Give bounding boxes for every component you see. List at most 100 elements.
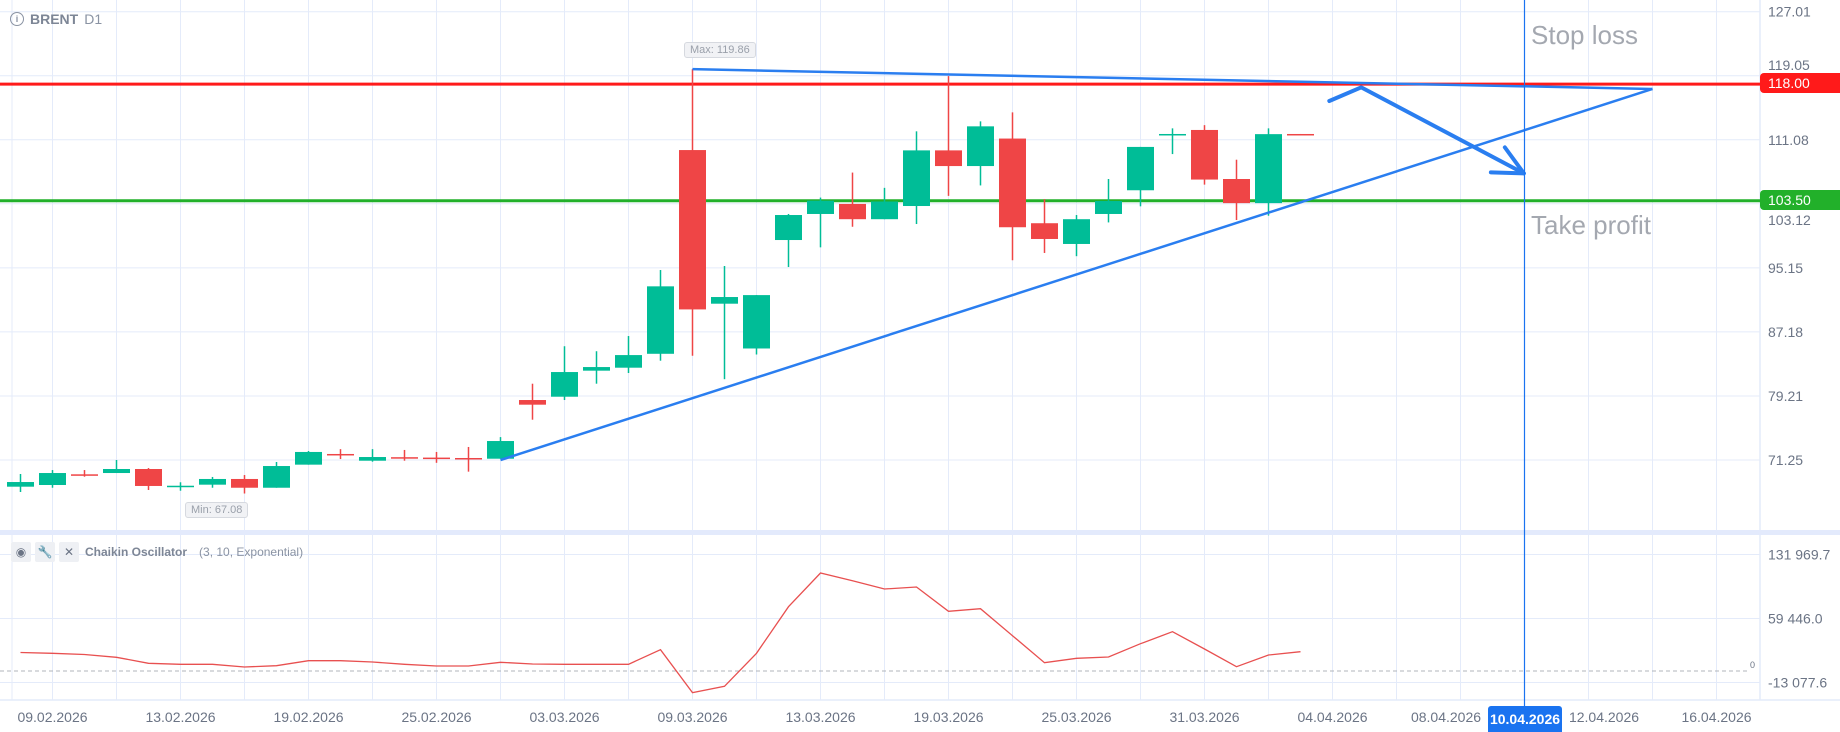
candle — [615, 336, 642, 374]
candle — [359, 449, 386, 462]
candle — [583, 351, 610, 384]
candle — [391, 449, 418, 461]
candle-body — [807, 200, 834, 214]
candle — [743, 295, 770, 355]
time-axis-tick: 08.04.2026 — [1411, 709, 1481, 725]
candle-body — [679, 150, 706, 310]
candle-body — [231, 478, 258, 488]
candle-body — [167, 485, 194, 488]
time-axis-tick: 09.02.2026 — [17, 709, 87, 725]
candle-body — [455, 457, 482, 460]
candle — [295, 450, 322, 465]
candle — [679, 69, 706, 356]
candle-body — [1159, 133, 1186, 136]
time-axis-tick: 19.02.2026 — [273, 709, 343, 725]
candle-body — [903, 150, 930, 207]
candle — [903, 131, 930, 225]
candle — [551, 346, 578, 401]
arrow-head-icon — [1488, 145, 1526, 176]
wrench-icon[interactable]: 🔧 — [35, 542, 55, 562]
max-label: Max: 119.86 — [684, 42, 756, 58]
candle — [487, 437, 514, 459]
candle-body — [423, 457, 450, 460]
candle-body — [359, 457, 386, 461]
time-axis-tick: 03.03.2026 — [529, 709, 599, 725]
candle-body — [519, 400, 546, 405]
pane-separator — [0, 530, 1840, 535]
candle — [7, 473, 34, 492]
candle-body — [967, 126, 994, 167]
oscillator-line — [20, 572, 1301, 694]
candle — [423, 451, 450, 463]
candle — [263, 462, 290, 488]
candle — [647, 270, 674, 361]
candle — [135, 468, 162, 490]
candle-body — [775, 215, 802, 241]
symbol-label: BRENT — [30, 11, 79, 27]
time-axis-tick: 16.04.2026 — [1681, 709, 1751, 725]
candle-body — [39, 473, 66, 486]
lower-trendline — [500, 87, 1653, 462]
candle-body — [1191, 129, 1218, 180]
candle — [1191, 125, 1218, 185]
candle — [1063, 215, 1090, 257]
time-axis-tick: 09.03.2026 — [657, 709, 727, 725]
price-axis-tick: 119.05 — [1768, 57, 1810, 73]
oscillator-zero-label: 0 — [1750, 660, 1755, 670]
chart-header: i BRENT D1 — [10, 11, 102, 27]
oscillator-axis-tick: -13 077.6 — [1768, 675, 1827, 691]
price-axis-tick: 127.01 — [1768, 4, 1811, 20]
candle-body — [1223, 179, 1250, 204]
info-icon[interactable]: i — [10, 12, 24, 26]
close-icon[interactable]: ✕ — [59, 542, 79, 562]
indicator-legend: ◉ 🔧 ✕ Chaikin Oscillator (3, 10, Exponen… — [11, 542, 303, 562]
min-label: Min: 67.08 — [185, 502, 249, 518]
price-axis-tick: 103.12 — [1768, 212, 1811, 228]
candle — [1031, 199, 1058, 253]
candle-body — [103, 469, 130, 474]
candle — [1223, 159, 1250, 221]
candle — [999, 112, 1026, 261]
candle-body — [1127, 146, 1154, 191]
time-axis-tick: 12.04.2026 — [1569, 709, 1639, 725]
take-profit-note: Take profit — [1531, 210, 1651, 240]
time-axis-tick: 19.03.2026 — [913, 709, 983, 725]
time-axis-tick: 31.03.2026 — [1169, 709, 1239, 725]
candle — [711, 265, 738, 380]
take-profit-price-badge: 103.50 — [1760, 190, 1840, 210]
candle — [71, 470, 98, 477]
timeframe-label: D1 — [84, 11, 103, 27]
oscillator-axis-tick: 131 969.7 — [1768, 547, 1830, 563]
candle — [935, 76, 962, 196]
candle — [519, 383, 546, 420]
candle-body — [583, 367, 610, 371]
candle — [167, 482, 194, 491]
price-axis-tick: 87.18 — [1768, 324, 1803, 340]
candle-body — [1095, 201, 1122, 214]
candle — [839, 172, 866, 227]
time-axis-tick: 04.04.2026 — [1297, 709, 1367, 725]
candle — [199, 476, 226, 488]
candle — [231, 475, 258, 494]
stop-loss-price-badge: 118.00 — [1760, 73, 1840, 93]
candle-body — [999, 138, 1026, 228]
indicator-name: Chaikin Oscillator — [85, 545, 188, 559]
drawings[interactable] — [500, 0, 1653, 706]
time-axis-tick: 13.03.2026 — [785, 709, 855, 725]
candle — [1095, 179, 1122, 223]
eye-icon[interactable]: ◉ — [11, 542, 31, 562]
forecast-arrow — [1327, 85, 1526, 176]
candle-body — [1063, 219, 1090, 244]
price-axis-tick: 95.15 — [1768, 260, 1803, 276]
candle-body — [1031, 223, 1058, 239]
candle-body — [711, 297, 738, 304]
candle-body — [7, 482, 34, 487]
candle-body — [327, 453, 354, 456]
candle-body — [1287, 133, 1314, 136]
candle — [807, 197, 834, 248]
candle-body — [487, 441, 514, 459]
candle — [455, 446, 482, 472]
candle-body — [743, 295, 770, 349]
time-axis-tick: 25.02.2026 — [401, 709, 471, 725]
